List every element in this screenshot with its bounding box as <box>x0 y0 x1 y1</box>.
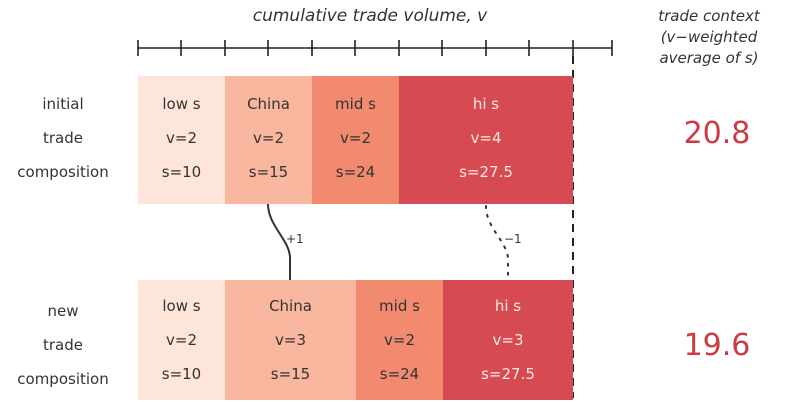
china-connector <box>267 203 291 280</box>
china-change-label: +1 <box>286 232 304 246</box>
block-hi-s-initial: hi s v=4 s=27.5 <box>399 76 573 204</box>
block-hi-s-new: hi s v=3 s=27.5 <box>443 280 573 400</box>
context-title: trade context (v−weighted average of s) <box>658 7 760 67</box>
block-low-s-new: low s v=2 s=10 <box>138 280 225 400</box>
block-china-initial: China v=2 s=15 <box>225 76 312 204</box>
axis-ticks <box>137 40 613 56</box>
block-low-s-initial: low s v=2 s=10 <box>138 76 225 204</box>
row-label-initial: initial trade composition <box>17 95 109 181</box>
context-value-new: 19.6 <box>683 328 751 363</box>
block-china-new: China v=3 s=15 <box>225 280 356 400</box>
context-value-initial: 20.8 <box>683 116 751 151</box>
hi-change-label: −1 <box>504 232 522 246</box>
block-mid-s-initial: mid s v=2 s=24 <box>312 76 399 204</box>
axis-title: cumulative trade volume, v <box>252 6 488 26</box>
row-label-new: new trade composition <box>17 302 109 388</box>
block-mid-s-new: mid s v=2 s=24 <box>356 280 443 400</box>
